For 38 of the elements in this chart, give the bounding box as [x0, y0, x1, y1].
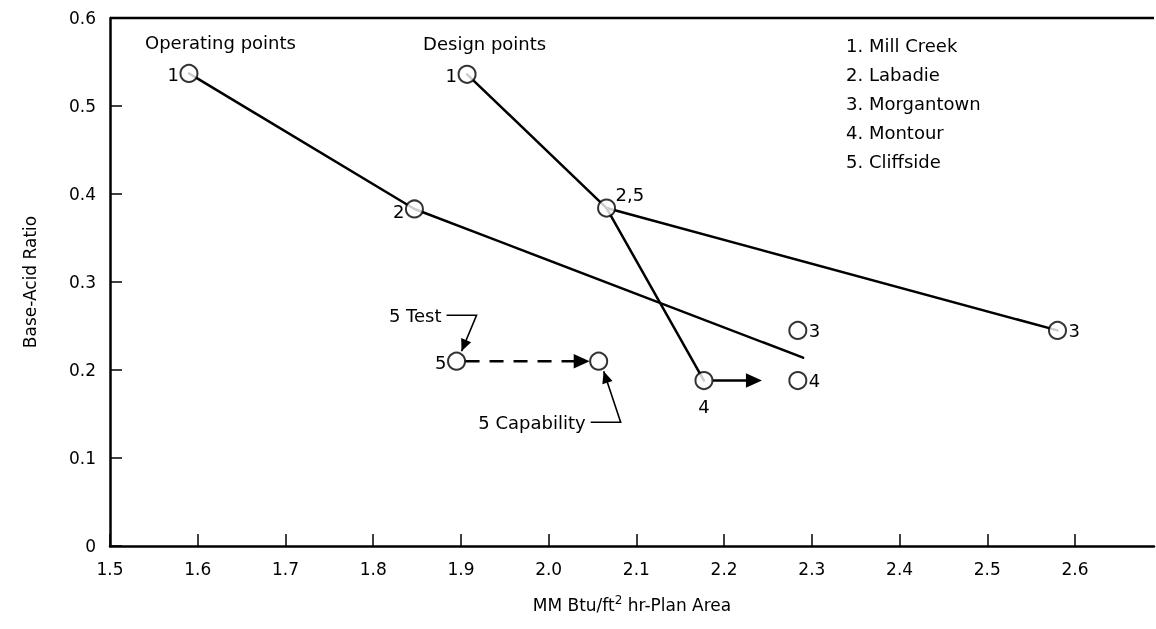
annotation: 3: [1068, 319, 1080, 341]
y-tick-label: 0.5: [68, 96, 96, 116]
series-label: Design points: [423, 32, 547, 54]
x-tick-label: 2.1: [622, 558, 650, 579]
x-tick-label: 1.9: [447, 558, 475, 579]
annotation: 5. Cliffside: [846, 150, 941, 172]
x-tick-label: 1.7: [271, 558, 299, 579]
x-tick-label: 2.3: [798, 558, 826, 579]
y-tick-label: 0.3: [68, 272, 96, 292]
y-axis-title: Base-Acid Ratio: [19, 215, 40, 349]
x-tick-label: 2.4: [886, 558, 914, 579]
x-tick-label: 1.8: [359, 558, 387, 579]
y-tick-label: 0.1: [68, 448, 96, 468]
annotation: 2: [392, 201, 405, 223]
annotation: 1. Mill Creek: [846, 34, 958, 56]
annotation: 5 Test: [388, 304, 442, 326]
annotation: 3. Morgantown: [846, 92, 981, 114]
x-tick-label: 2.5: [973, 558, 1001, 579]
annotation: 4. Montour: [846, 121, 945, 143]
x-tick-label: 2.0: [535, 558, 563, 579]
x-tick-label: 1.6: [184, 558, 212, 579]
annotation: 5: [435, 351, 447, 373]
y-tick-label: 0: [85, 536, 96, 556]
x-tick-label: 2.2: [710, 558, 738, 579]
annotation: 1: [445, 64, 458, 86]
y-tick-label: 0.2: [68, 360, 96, 380]
x-tick-label: 1.5: [96, 558, 124, 579]
text: Operating points: [144, 31, 296, 53]
annotation: 4: [808, 370, 821, 392]
annotation: 2. Labadie: [846, 63, 940, 85]
y-tick-label: 0.4: [68, 184, 96, 204]
annotation: 4: [698, 396, 710, 418]
annotation: 2,5: [615, 183, 645, 205]
x-tick-label: 2.6: [1061, 558, 1089, 579]
y-tick-label: 0.6: [68, 8, 96, 28]
annotation: 1: [167, 63, 179, 85]
annotation: 5 Capability: [478, 411, 586, 433]
annotation: 3: [808, 319, 821, 341]
